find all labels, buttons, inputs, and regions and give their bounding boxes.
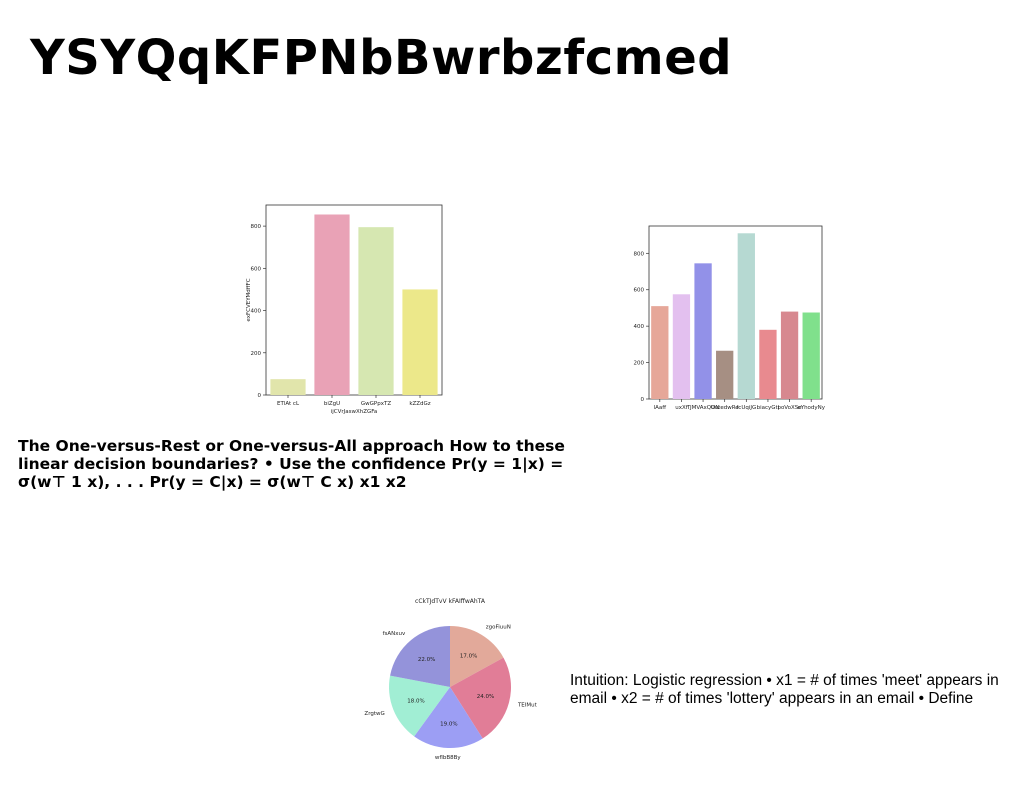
- x-tick-label: poVoXSe: [777, 405, 802, 411]
- y-tick-label: 800: [634, 251, 645, 257]
- pie-value-label: 22.0%: [418, 657, 435, 663]
- x-tick-label: GwGPpxTZ: [361, 401, 391, 407]
- pie-slice-5: [390, 626, 450, 687]
- pie-plot: cCkTJdTvV kFAIffwAhTA 17.0% zgoFiuuN 24.0% T…: [364, 598, 537, 761]
- x-axis-label: ijCVrJaswXhZGFa: [331, 409, 378, 415]
- pie-slice-4: [389, 675, 450, 737]
- pie-chart: cCkTJdTvV kFAIffwAhTA 17.0% zgoFiuuN 24.0% T…: [355, 590, 555, 775]
- x-tick-label: eYhodyNy: [797, 405, 825, 411]
- body-text: The One-versus-Rest or One-versus-All ap…: [18, 437, 565, 491]
- bar-3: [694, 263, 712, 399]
- x-tick-label: biacyGtl: [757, 405, 780, 411]
- pie-slice-1: [450, 626, 504, 687]
- y-tick-label: 200: [251, 351, 262, 357]
- x-tick-label: uxXf: [675, 405, 689, 411]
- bar-2: [672, 294, 691, 399]
- bar-chart-0-plot: 0 200 400 600 800 ETlAt cL biZgU GwGPpxTZ kZZdGz…: [246, 204, 443, 415]
- bar-5: [737, 233, 755, 399]
- pie-slice-2: [450, 657, 511, 739]
- pie-value-label: 18.0%: [407, 698, 424, 704]
- bar-chart-1-plot: 0 200 400 600 800 lAaff uxXfTJMVAxQONUutedwRef…: [634, 225, 826, 411]
- plot-frame: [648, 225, 823, 400]
- side-text: Intuition: Logistic regression • x1 = # …: [570, 672, 999, 707]
- x-tick-label: fcUqiJG: [736, 405, 756, 411]
- bar-chart-1-svg: 0 200 400 600 800 ETlAt cL biZgU GwGPpxTZ kZZdGz…: [246, 204, 443, 415]
- pie-title: cCkTJdTvV kFAIffwAhTA: [415, 598, 486, 605]
- plot-frame: [265, 204, 443, 396]
- bar-1: [270, 379, 306, 395]
- bar-8: [802, 312, 820, 399]
- pie-label: fsANxuv: [383, 631, 406, 637]
- x-tick-label: lAaff: [654, 405, 667, 411]
- bar-3: [358, 227, 394, 395]
- bar-4: [402, 289, 438, 395]
- x-tick-label: ETlAt cL: [277, 401, 300, 407]
- y-tick-label: 0: [258, 393, 262, 399]
- y-tick-label: 200: [634, 361, 645, 367]
- pie-slice-3: [414, 687, 483, 748]
- y-tick-label: 400: [634, 324, 645, 330]
- x-tick-label: TJMVAxQON: [686, 405, 720, 411]
- pie-value-label: 19.0%: [440, 722, 457, 728]
- bar-4: [716, 350, 734, 399]
- x-tick-label: kZZdGz: [409, 401, 430, 407]
- y-tick-label: 600: [634, 288, 645, 294]
- bar-chart-2-svg: 0 200 400 600 800 lAaff uxXfTJMVAxQONUutedwRef…: [634, 225, 826, 411]
- bar-7: [780, 311, 799, 399]
- pie-label: wflbB8By: [435, 755, 461, 761]
- x-tick-label: biZgU: [324, 401, 340, 407]
- pie-value-label: 17.0%: [460, 653, 477, 659]
- x-tick-label: UutedwRe: [711, 405, 740, 411]
- y-tick-label: 600: [251, 266, 262, 272]
- y-tick-label: 400: [251, 309, 262, 315]
- pie-label: TEIMut: [517, 702, 538, 708]
- pie-value-label: 24.0%: [477, 694, 494, 700]
- y-tick-label: 800: [251, 224, 262, 230]
- y-tick-label: 0: [641, 397, 645, 403]
- pie-label: zgoFiuuN: [486, 625, 511, 631]
- bar-6: [759, 329, 777, 399]
- pie-label: ZrgtwG: [364, 711, 384, 717]
- slide-title: YSYQqKFPNbBwrbzfcmed: [30, 30, 733, 86]
- bar-1: [651, 306, 669, 399]
- pie-chart-svg: cCkTJdTvV kFAIffwAhTA 17.0% zgoFiuuN 24.0% T…: [364, 598, 537, 761]
- bar-chart-2: 0 200 400 600 800 lAaff uxXf TJMVAxQON UutedwRe f…: [630, 218, 840, 418]
- bar-2: [314, 214, 350, 395]
- y-axis-label: exFCVEYMdffFC: [246, 278, 252, 321]
- bar-chart-1: 0 200 400 600 800 ETlAt cL biZgU GwGPpxTZ kZZdGz…: [240, 195, 470, 425]
